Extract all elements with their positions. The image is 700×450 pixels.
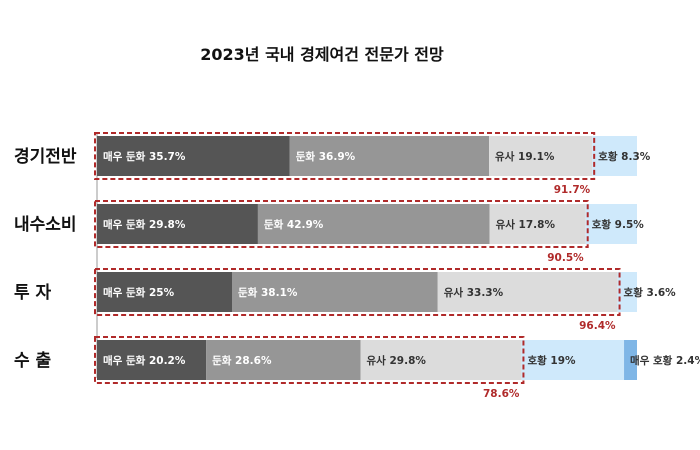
bar-segment-4 [521, 340, 625, 380]
highlight-total-label: 91.7% [554, 184, 591, 196]
segment-label: 호황 19% [527, 354, 576, 367]
bar-segment-2 [232, 272, 438, 312]
bar-segment-3 [437, 272, 618, 312]
segment-label: 매우 호황 2.4% [630, 354, 700, 367]
highlight-box [94, 132, 596, 180]
bar-segment-5 [624, 340, 637, 380]
bar-segment-1 [97, 136, 290, 176]
bar-segment-1 [97, 272, 232, 312]
segment-label: 유사 33.3% [444, 286, 504, 299]
bar-segment-4 [617, 272, 637, 312]
highlight-box [94, 200, 589, 248]
highlight-total-label: 96.4% [579, 320, 616, 332]
bar-segment-1 [97, 204, 258, 244]
segment-label: 유사 19.1% [495, 150, 555, 163]
bar-segment-3 [360, 340, 522, 380]
segment-label: 둔화 36.9% [296, 150, 356, 163]
segment-label: 매우 둔화 20.2% [103, 354, 186, 367]
bar-segment-2 [206, 340, 361, 380]
segment-label: 둔화 28.6% [212, 354, 272, 367]
segment-label: 호황 9.5% [592, 218, 645, 231]
segment-label: 매우 둔화 35.7% [103, 150, 186, 163]
segment-label: 매우 둔화 25% [103, 286, 175, 299]
highlight-box [94, 268, 621, 316]
highlight-total-label: 78.6% [483, 388, 520, 400]
bar-segment-4 [592, 136, 637, 176]
chart-title: 2023년 국내 경제여건 전문가 전망 [200, 45, 444, 64]
category-label: 수 출 [14, 351, 52, 371]
segment-label: 유사 29.8% [367, 354, 427, 367]
segment-label: 둔화 42.9% [264, 218, 324, 231]
highlight-total-label: 90.5% [547, 252, 584, 264]
bars-group: 경기전반 매우 둔화 35.7% 둔화 36.9% 유사 19.1% 호황 8.3% 91… [14, 132, 700, 400]
bar-segment-2 [257, 204, 490, 244]
category-label: 경기전반 [14, 147, 77, 167]
bar-segment-2 [289, 136, 490, 176]
bar-segment-4 [585, 204, 637, 244]
bar-segment-3 [489, 136, 593, 176]
category-label: 투 자 [14, 283, 52, 303]
segment-label: 유사 17.8% [496, 218, 556, 231]
segment-label: 호황 3.6% [624, 286, 677, 299]
segment-label: 둔화 38.1% [238, 286, 298, 299]
highlight-box [94, 336, 525, 384]
segment-label: 매우 둔화 29.8% [103, 218, 186, 231]
bar-segment-1 [97, 340, 207, 380]
category-label: 내수소비 [14, 215, 77, 235]
segment-label: 호황 8.3% [598, 150, 651, 163]
bar-segment-3 [489, 204, 586, 244]
